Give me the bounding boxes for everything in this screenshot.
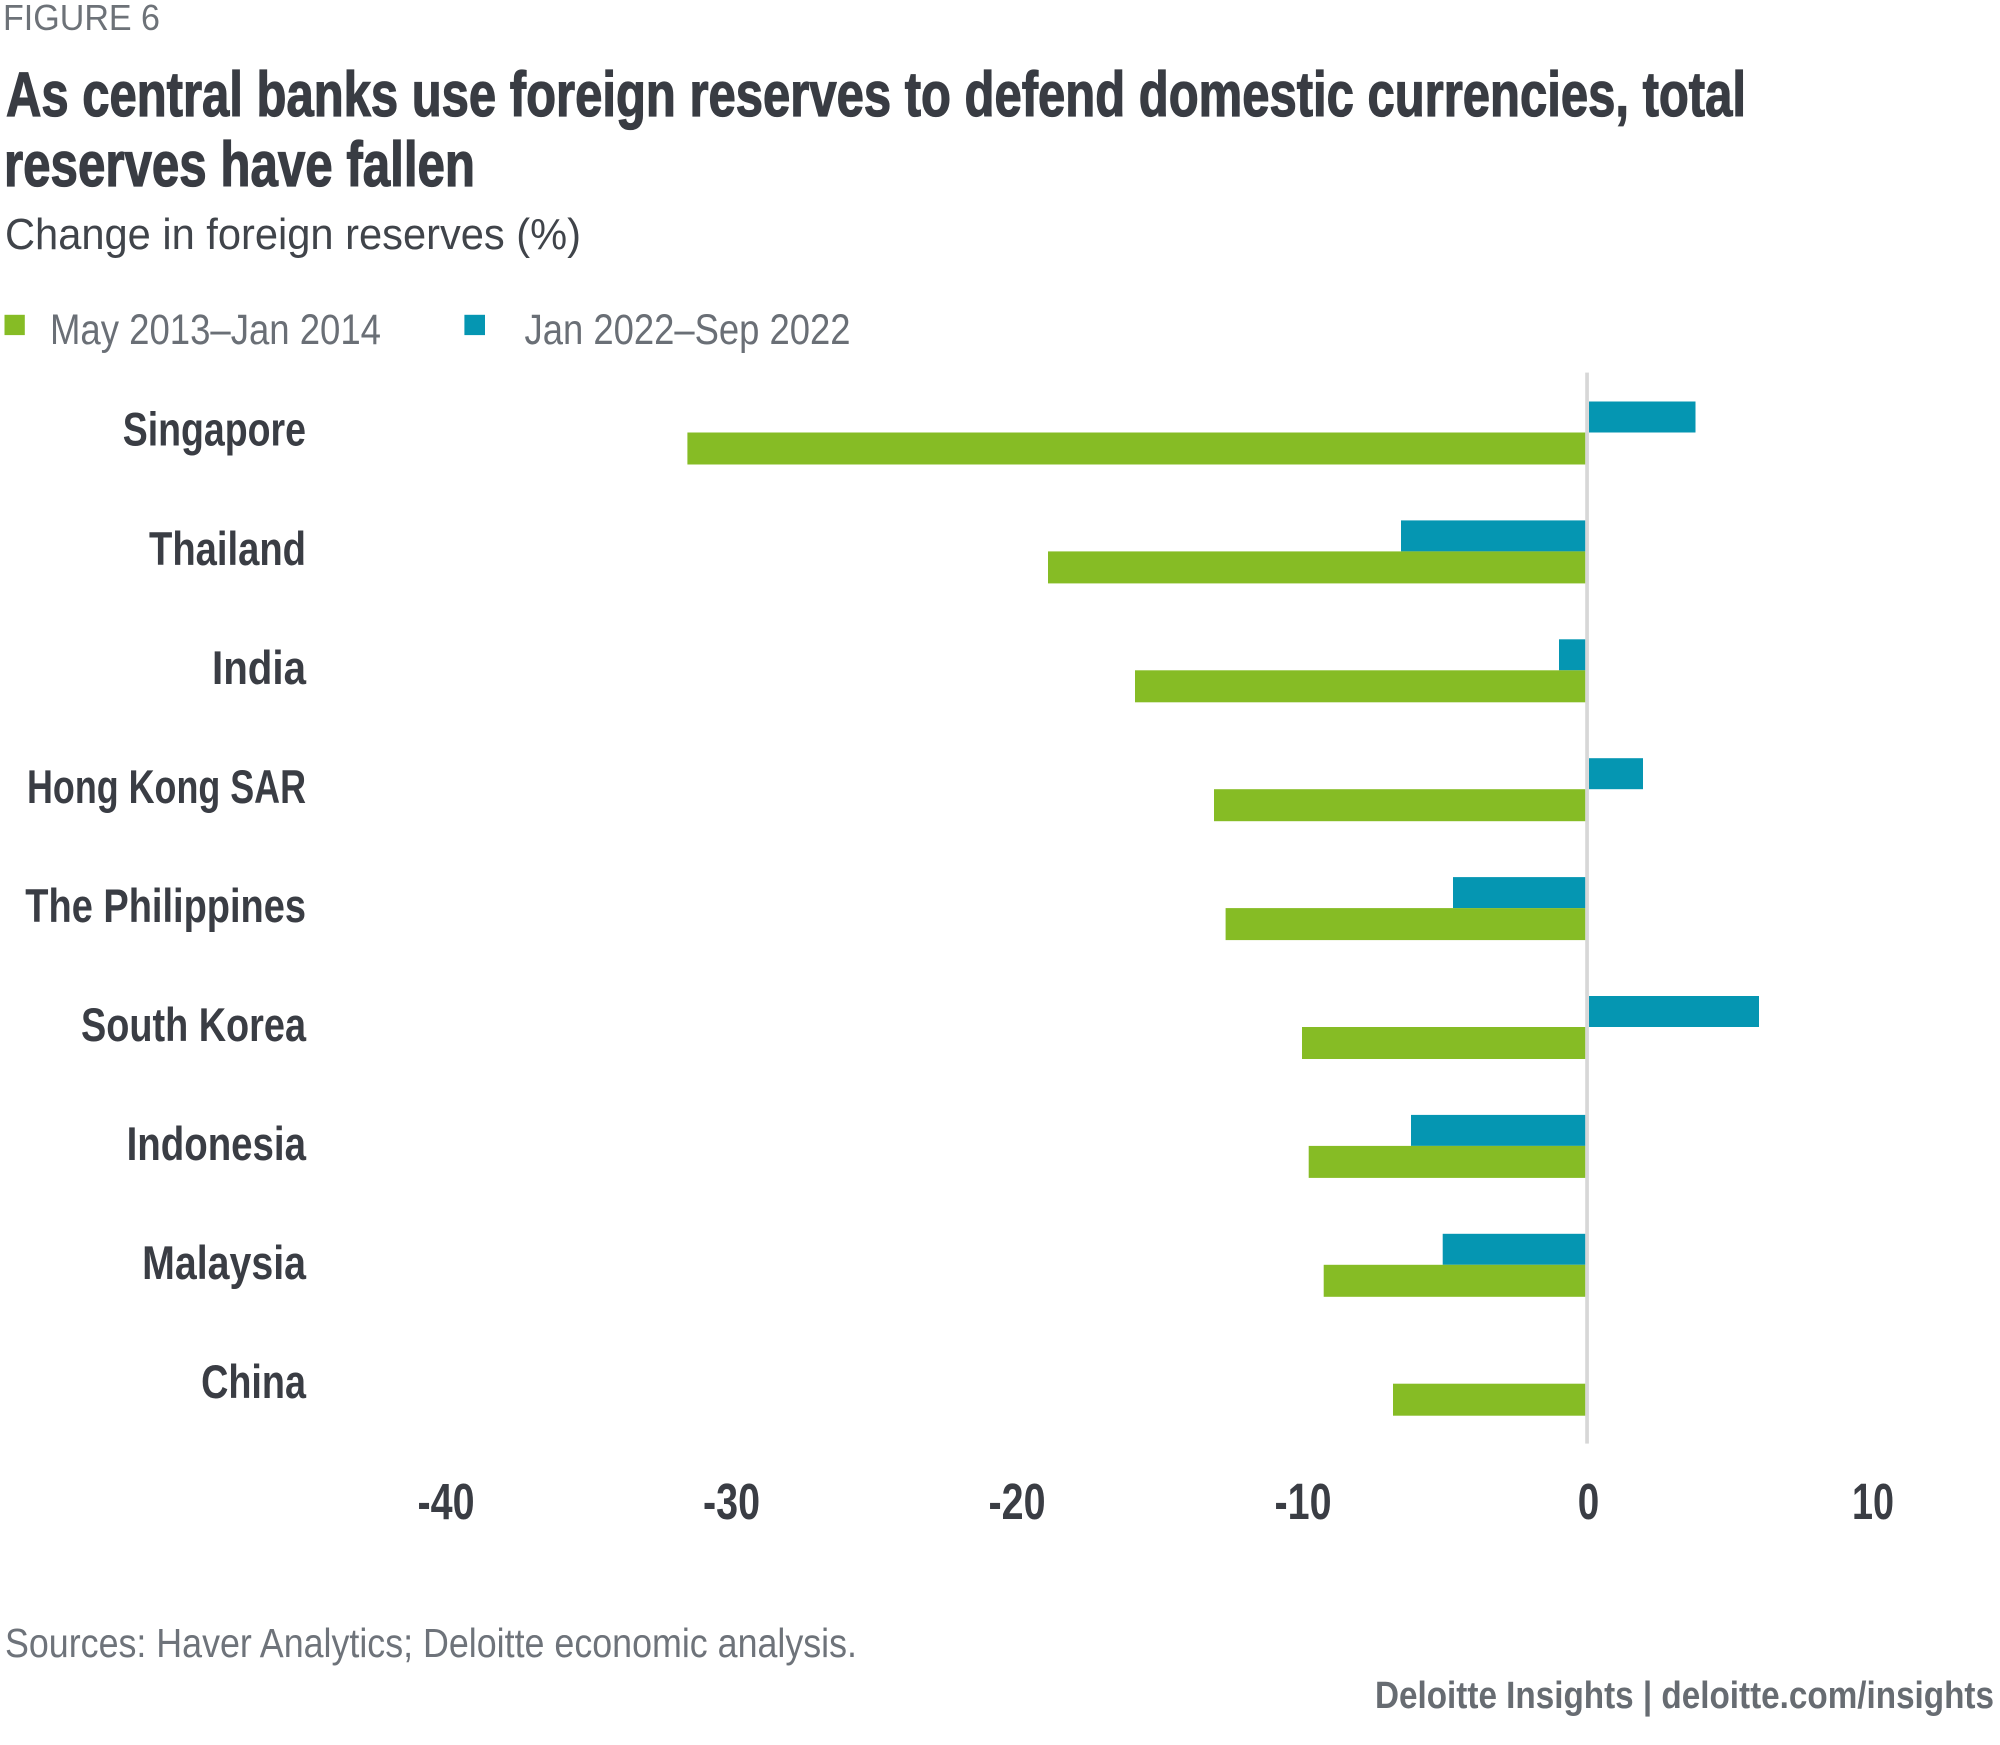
svg-text:South Korea: South Korea [81, 998, 307, 1051]
svg-text:India: India [212, 641, 307, 694]
svg-text:Indonesia: Indonesia [127, 1117, 307, 1170]
svg-text:Singapore: Singapore [123, 403, 306, 456]
svg-text:May 2013–Jan 2014: May 2013–Jan 2014 [50, 306, 381, 354]
svg-text:0: 0 [1578, 1473, 1600, 1530]
svg-text:Change in foreign reserves (%): Change in foreign reserves (%) [5, 210, 581, 259]
svg-text:As central banks use foreign r: As central banks use foreign reserves to… [6, 60, 1746, 130]
svg-text:-40: -40 [418, 1473, 475, 1530]
svg-text:Jan 2022–Sep 2022: Jan 2022–Sep 2022 [525, 306, 851, 354]
svg-text:Deloitte Insights | deloitte.c: Deloitte Insights | deloitte.com/insight… [1375, 1675, 1994, 1717]
svg-text:FIGURE 6: FIGURE 6 [3, 0, 160, 38]
svg-text:Sources: Haver Analytics; Delo: Sources: Haver Analytics; Deloitte econo… [5, 1620, 857, 1666]
svg-text:Hong Kong SAR: Hong Kong SAR [27, 760, 306, 813]
svg-text:China: China [201, 1355, 307, 1408]
svg-text:10: 10 [1852, 1473, 1894, 1530]
svg-text:-30: -30 [703, 1473, 760, 1530]
svg-text:Thailand: Thailand [149, 522, 306, 575]
svg-text:-20: -20 [989, 1473, 1046, 1530]
svg-text:Malaysia: Malaysia [142, 1236, 307, 1289]
svg-text:reserves have fallen: reserves have fallen [4, 130, 475, 200]
svg-text:The Philippines: The Philippines [25, 879, 306, 932]
svg-text:-10: -10 [1275, 1473, 1332, 1530]
